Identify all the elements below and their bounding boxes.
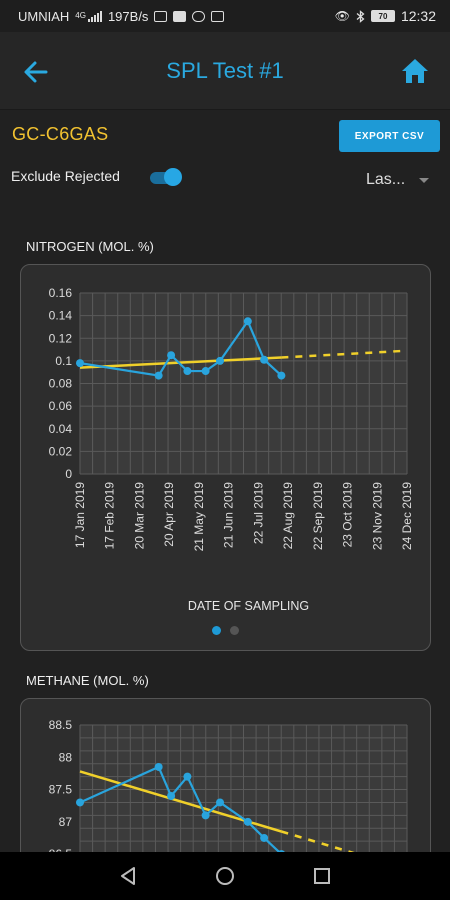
y-tick-label: 0.04 xyxy=(49,422,73,436)
nitrogen-chart-title: NITROGEN (MOL. %) xyxy=(26,239,154,254)
data-point xyxy=(167,792,176,800)
status-left: UMNIAH 4G 197B/s xyxy=(18,8,225,24)
nav-back-icon[interactable] xyxy=(117,865,139,887)
page-title: SPL Test #1 xyxy=(166,57,284,83)
signal-icon xyxy=(87,10,102,22)
page-dot-2[interactable] xyxy=(230,626,239,635)
trend-forecast-line xyxy=(281,349,408,359)
methane-chart-title: METHANE (MOL. %) xyxy=(26,673,149,688)
data-point xyxy=(183,772,192,781)
arrow-left-icon[interactable] xyxy=(22,58,50,86)
methane-chart-card[interactable]: 86.5 87 87.5 88 88.5 xyxy=(20,698,431,852)
status-bar: UMNIAH 4G 197B/s 👁 70 12:32 xyxy=(0,0,450,32)
y-tick-label: 87 xyxy=(59,815,73,829)
y-tick-label: 0.08 xyxy=(49,377,73,391)
date-range-value: Las... xyxy=(366,171,406,188)
y-tick-label: 0.12 xyxy=(49,331,73,345)
y-tick-label: 88.5 xyxy=(49,718,73,732)
data-point xyxy=(154,371,163,380)
data-point xyxy=(201,367,210,376)
toggle-thumb xyxy=(164,168,182,186)
data-point xyxy=(277,850,285,852)
nitrogen-chart-card[interactable]: 0 0.02 0.04 0.06 0.08 0.1 0.12 0.14 0.16 17 Jan 2… xyxy=(20,264,431,651)
data-point xyxy=(243,317,252,326)
data-point xyxy=(154,762,163,771)
main-content: GC-C6GAS EXPORT CSV Exclude Rejected Las… xyxy=(0,110,450,852)
data-point xyxy=(76,359,84,368)
data-point xyxy=(260,833,269,842)
x-tick-label: 21 May 2019 xyxy=(192,482,206,552)
caret-down-icon xyxy=(419,177,430,183)
data-point xyxy=(216,356,225,365)
data-point xyxy=(243,817,252,826)
nav-home-icon[interactable] xyxy=(214,865,236,887)
exclude-rejected-label: Exclude Rejected xyxy=(11,168,120,184)
linkedin-icon xyxy=(173,10,187,22)
x-tick-label: 20 Apr 2019 xyxy=(162,482,176,547)
y-tick-label: 0.1 xyxy=(55,354,72,368)
date-range-select[interactable]: Las... xyxy=(366,171,430,189)
y-tick-label: 86.5 xyxy=(49,847,73,852)
x-axis-title: DATE OF SAMPLING xyxy=(188,599,309,613)
navigation-bar xyxy=(0,852,450,900)
chart-page-indicator[interactable] xyxy=(21,626,430,635)
network-type: 4G xyxy=(75,10,86,20)
notification-icon xyxy=(154,10,168,22)
battery-icon: 70 xyxy=(370,10,395,22)
y-tick-label: 87.5 xyxy=(49,783,73,797)
y-tick-label: 0 xyxy=(65,467,72,481)
y-tick-label: 0.02 xyxy=(49,444,73,458)
app-icon xyxy=(192,10,206,22)
nitrogen-chart: 0 0.02 0.04 0.06 0.08 0.1 0.12 0.14 0.16 17 Jan 2… xyxy=(49,286,414,613)
y-tick-label: 0.14 xyxy=(49,309,73,323)
y-tick-label: 88 xyxy=(59,750,73,764)
eye-icon: 👁 xyxy=(334,9,350,23)
x-tick-label: 23 Nov 2019 xyxy=(370,482,384,550)
carrier-name: UMNIAH xyxy=(18,8,70,24)
data-point xyxy=(76,798,84,807)
data-point xyxy=(260,355,269,364)
data-point xyxy=(277,371,286,380)
trend-line xyxy=(79,356,282,369)
status-right: 👁 70 12:32 xyxy=(335,8,436,24)
data-point xyxy=(201,811,210,820)
exclude-rejected-toggle[interactable] xyxy=(148,168,182,186)
x-tick-label: 22 Aug 2019 xyxy=(281,482,295,550)
y-tick-label: 0.06 xyxy=(49,399,73,413)
export-csv-button[interactable]: EXPORT CSV xyxy=(339,120,440,152)
x-tick-label: 17 Jan 2019 xyxy=(73,482,87,548)
home-icon[interactable] xyxy=(400,56,430,86)
network-speed: 197B/s xyxy=(107,8,149,24)
clock-time: 12:32 xyxy=(400,8,436,24)
x-tick-label: 23 Oct 2019 xyxy=(341,482,355,548)
nav-recents-icon[interactable] xyxy=(311,865,333,887)
device-name: GC-C6GAS xyxy=(12,124,109,144)
page-dot-1[interactable] xyxy=(212,626,221,635)
data-point xyxy=(183,367,192,376)
app-bar: SPL Test #1 xyxy=(0,32,450,110)
data-point xyxy=(216,798,225,807)
x-tick-label: 22 Sep 2019 xyxy=(311,482,325,550)
x-tick-label: 21 Jun 2019 xyxy=(222,482,236,548)
data-point xyxy=(167,351,176,360)
image-icon xyxy=(211,10,225,22)
x-tick-label: 17 Feb 2019 xyxy=(103,482,117,550)
x-tick-label: 20 Mar 2019 xyxy=(132,482,146,550)
methane-chart: 86.5 87 87.5 88 88.5 xyxy=(49,718,408,852)
y-tick-label: 0.16 xyxy=(49,286,73,300)
x-tick-label: 22 Jul 2019 xyxy=(251,482,265,544)
bluetooth-icon xyxy=(356,9,365,23)
x-tick-label: 24 Dec 2019 xyxy=(400,482,414,550)
